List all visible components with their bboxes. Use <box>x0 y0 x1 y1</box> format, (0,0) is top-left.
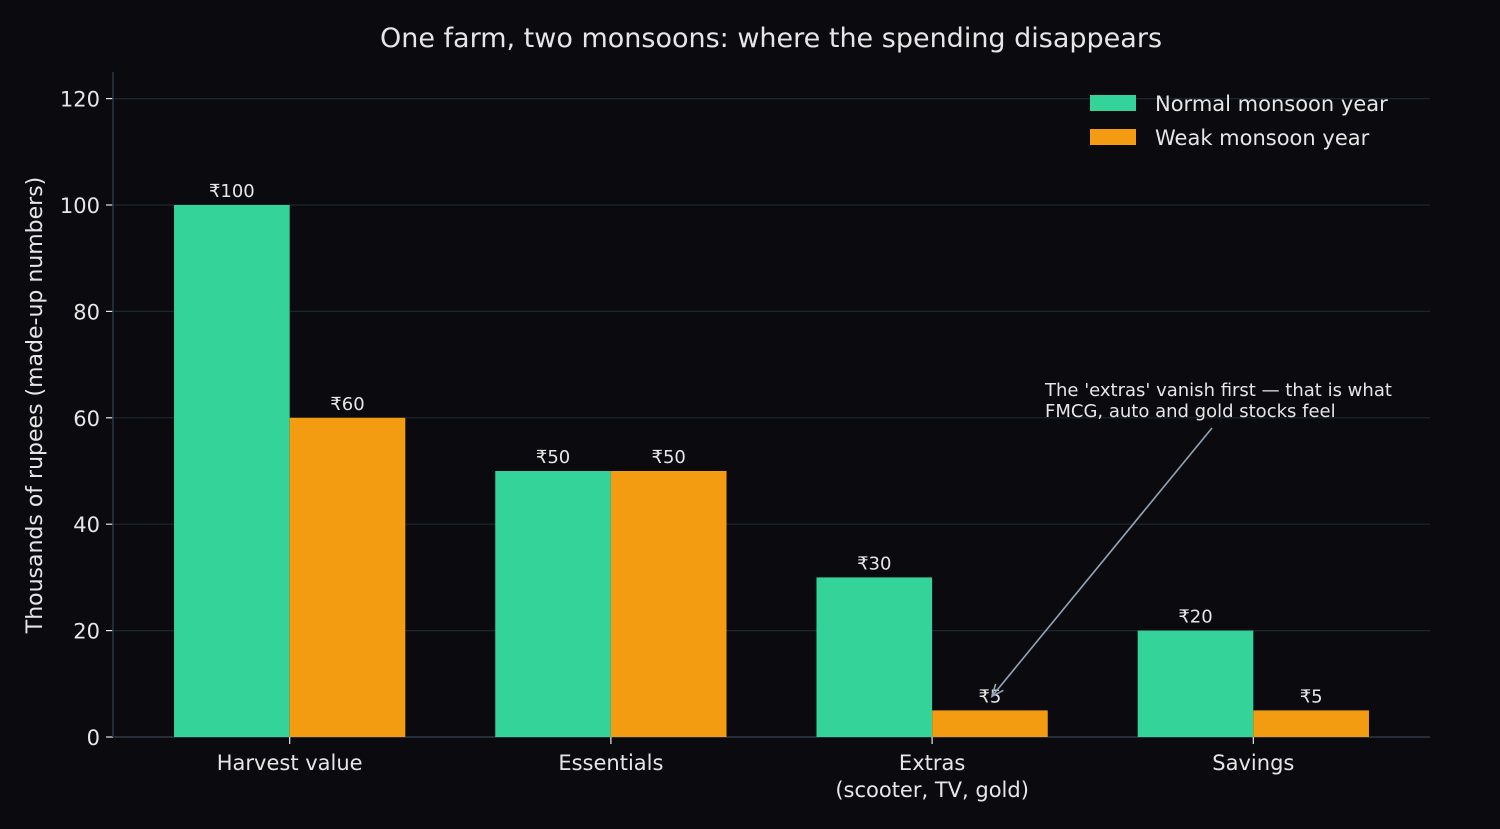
annotation-text: The 'extras' vanish first — that is what <box>1044 380 1392 401</box>
bar-value-label: ₹50 <box>652 447 686 468</box>
y-tick-label: 40 <box>73 513 100 537</box>
bar <box>610 471 727 737</box>
x-tick-label: Savings <box>1212 751 1294 775</box>
annotation-arrowhead <box>990 683 1004 699</box>
legend-label: Weak monsoon year <box>1155 126 1370 150</box>
bar-value-label: ₹20 <box>1178 607 1212 628</box>
x-tick-label: Extras <box>899 751 965 775</box>
bar <box>495 471 611 737</box>
bar-value-label: ₹100 <box>209 181 255 202</box>
annotation-text: FMCG, auto and gold stocks feel <box>1045 401 1336 422</box>
y-tick-label: 120 <box>60 88 100 112</box>
bar-value-label: ₹5 <box>1300 686 1323 707</box>
legend-swatch <box>1090 95 1136 111</box>
x-tick-label: (scooter, TV, gold) <box>835 778 1029 802</box>
annotation-arrow <box>991 427 1213 697</box>
y-axis-label: Thousands of rupees (made-up numbers) <box>23 177 48 635</box>
bar <box>932 710 1048 737</box>
bar <box>174 205 290 737</box>
x-tick-label: Harvest value <box>217 751 363 775</box>
y-tick-label: 100 <box>60 194 100 218</box>
bar <box>816 577 933 737</box>
y-tick-label: 0 <box>87 726 100 750</box>
x-tick-label: Essentials <box>558 751 663 775</box>
y-tick-label: 20 <box>73 620 100 644</box>
bar-value-label: ₹30 <box>857 553 891 574</box>
y-tick-label: 60 <box>73 407 100 431</box>
bar <box>289 417 406 737</box>
bar-value-label: ₹50 <box>536 447 570 468</box>
y-tick-label: 80 <box>73 300 100 324</box>
chart-title: One farm, two monsoons: where the spendi… <box>380 23 1162 54</box>
legend-label: Normal monsoon year <box>1155 92 1388 116</box>
legend-swatch <box>1090 129 1136 145</box>
bar <box>1253 710 1369 737</box>
bar-value-label: ₹60 <box>330 394 364 415</box>
bar <box>1137 630 1254 737</box>
